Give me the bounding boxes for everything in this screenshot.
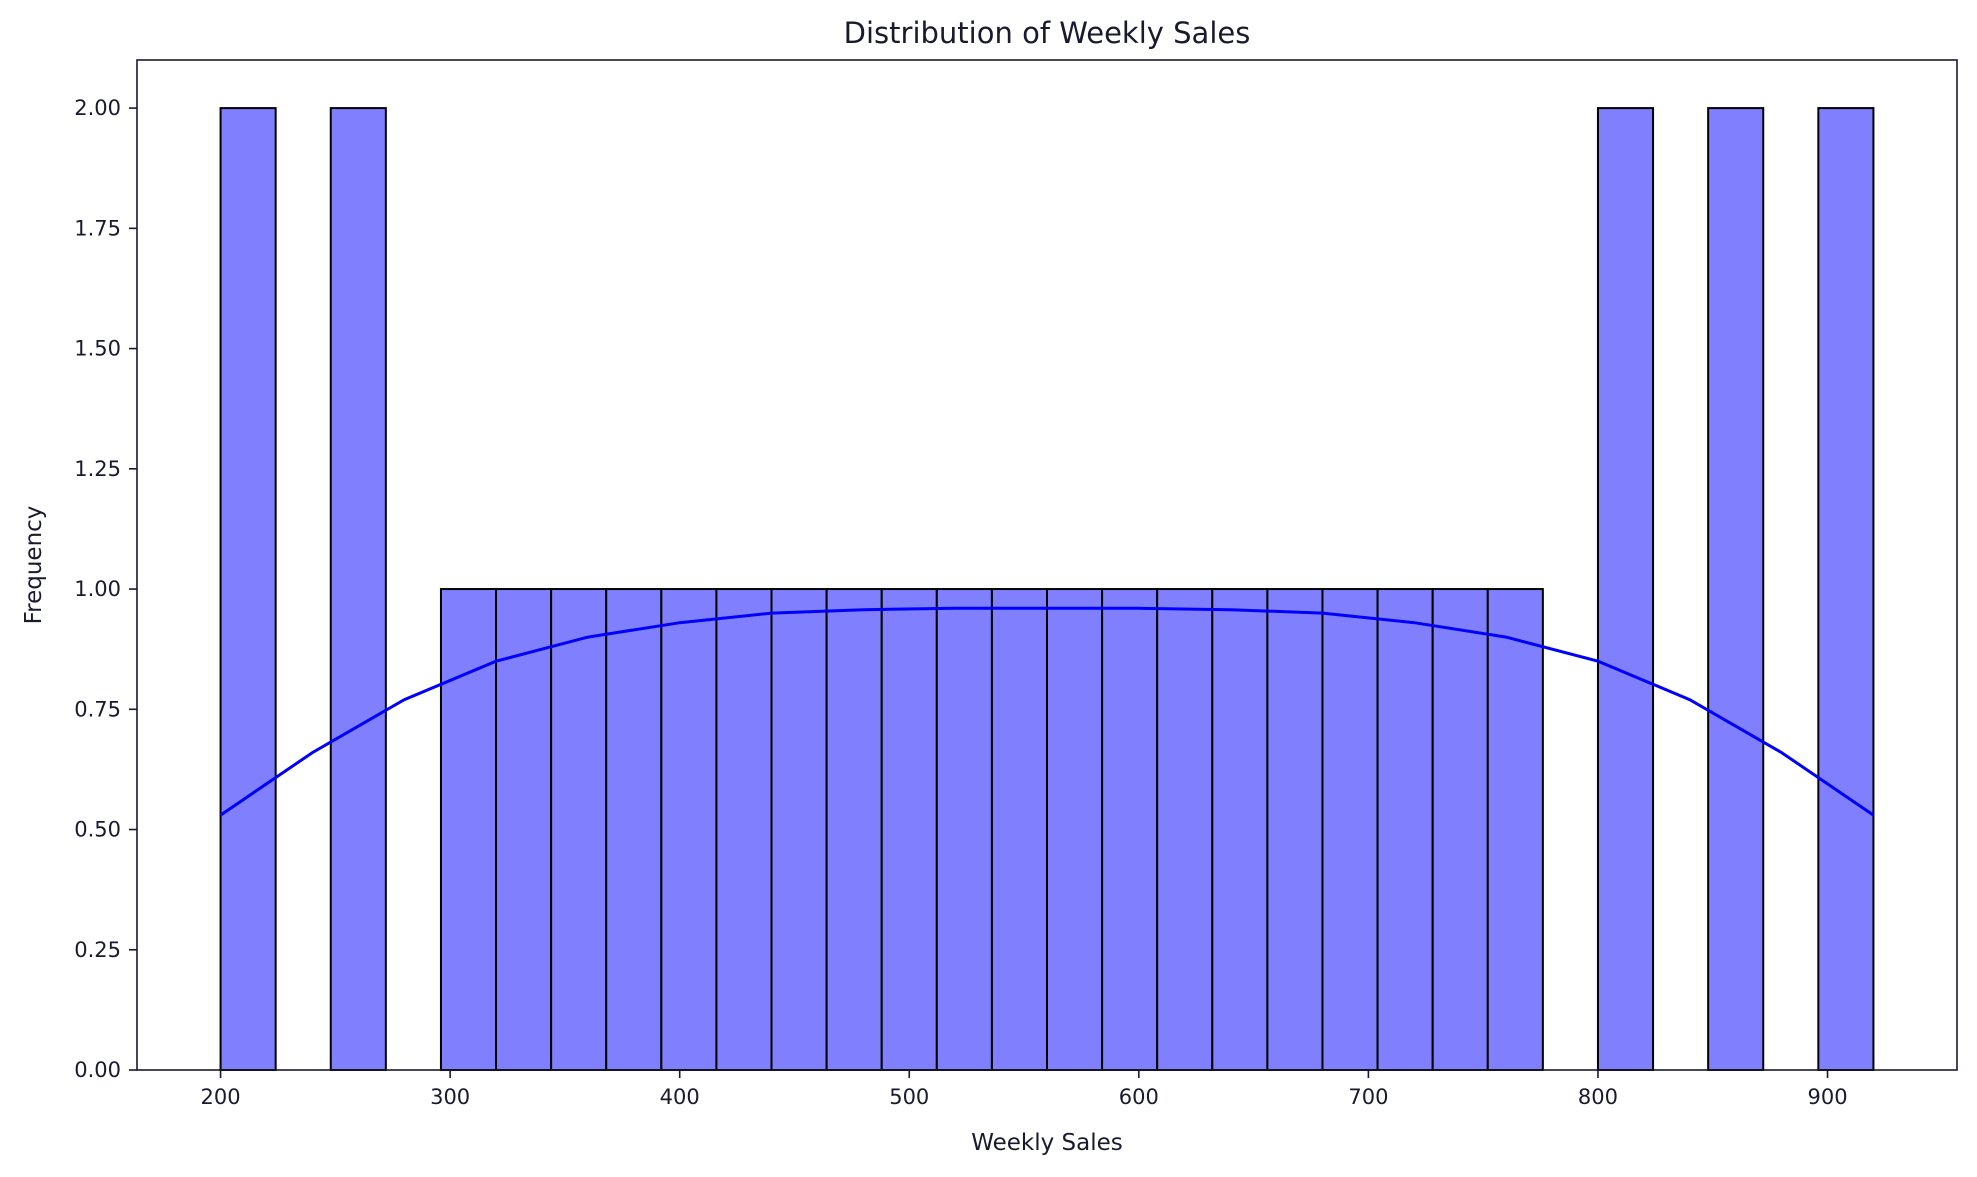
y-tick-label: 1.25	[74, 457, 121, 481]
plot-area-frame	[136, 59, 1958, 1071]
histogram-bar	[1817, 107, 1875, 1072]
histogram-bar	[1046, 588, 1104, 1071]
y-tick-label: 0.00	[74, 1058, 121, 1082]
y-axis-ticks: 0.00 0.25 0.50 0.75 1.00 1.25 1.50 1.75 2.00	[74, 96, 137, 1082]
histogram-bar	[1266, 588, 1324, 1071]
histogram-bar	[1486, 588, 1544, 1071]
histogram-bar	[1321, 588, 1379, 1071]
histogram-bar	[715, 588, 773, 1071]
histogram-bar	[935, 588, 993, 1071]
x-axis-label: Weekly Sales	[971, 1130, 1123, 1156]
histogram-bar	[770, 588, 828, 1071]
kde-curve	[219, 606, 1875, 817]
x-tick-label: 300	[430, 1085, 470, 1109]
y-axis-label: Frequency	[21, 506, 47, 625]
histogram-bar	[1707, 107, 1765, 1072]
histogram-bar	[1156, 588, 1214, 1071]
histogram-bar	[825, 588, 883, 1071]
y-tick-label: 1.50	[74, 337, 121, 361]
x-tick-label: 400	[660, 1085, 700, 1109]
histogram-bar	[1596, 107, 1655, 1072]
y-tick-label: 0.75	[74, 697, 121, 721]
y-tick-label: 1.75	[74, 216, 121, 240]
x-tick-label: 200	[201, 1085, 241, 1109]
histogram-bar	[1431, 588, 1489, 1071]
y-tick-label: 0.50	[74, 818, 121, 842]
histogram-bar	[329, 107, 387, 1072]
histogram-bar	[605, 588, 663, 1071]
histogram-bars	[219, 107, 1875, 1072]
histogram-bar	[1101, 588, 1159, 1071]
chart-title: Distribution of Weekly Sales	[844, 16, 1251, 50]
histogram-bar	[219, 107, 277, 1072]
y-tick-label: 0.25	[74, 938, 121, 962]
y-tick-label: 2.00	[74, 96, 121, 120]
histogram-bar	[1376, 588, 1434, 1071]
y-tick-label: 1.00	[74, 577, 121, 601]
x-tick-label: 800	[1578, 1085, 1618, 1109]
x-tick-label: 600	[1119, 1085, 1159, 1109]
histogram-bar	[880, 588, 938, 1071]
x-tick-label: 900	[1807, 1085, 1847, 1109]
histogram-bar	[495, 588, 553, 1071]
x-tick-label: 500	[889, 1085, 929, 1109]
histogram-bar	[439, 588, 498, 1071]
histogram-bar	[1211, 588, 1269, 1071]
histogram-bar	[550, 588, 608, 1071]
histogram-bar	[990, 588, 1048, 1071]
histogram-bar	[660, 588, 718, 1071]
x-axis-ticks: 200 300 400 500 600 700 800 900	[201, 1070, 1848, 1109]
x-tick-label: 700	[1348, 1085, 1388, 1109]
